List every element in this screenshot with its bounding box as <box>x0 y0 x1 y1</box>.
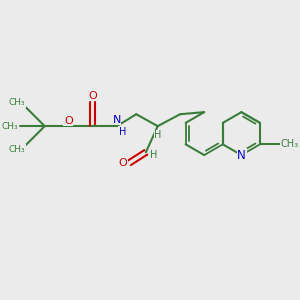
Text: CH₃: CH₃ <box>281 139 299 149</box>
Text: N: N <box>237 149 246 162</box>
Text: CH₃: CH₃ <box>2 122 18 130</box>
Text: H: H <box>118 127 126 136</box>
Text: N: N <box>112 115 121 124</box>
Text: O: O <box>88 91 97 101</box>
Text: CH₃: CH₃ <box>9 98 25 107</box>
Text: O: O <box>118 158 127 168</box>
Text: CH₃: CH₃ <box>9 145 25 154</box>
Text: H: H <box>150 150 157 161</box>
Text: H: H <box>154 130 161 140</box>
Text: O: O <box>64 116 73 126</box>
